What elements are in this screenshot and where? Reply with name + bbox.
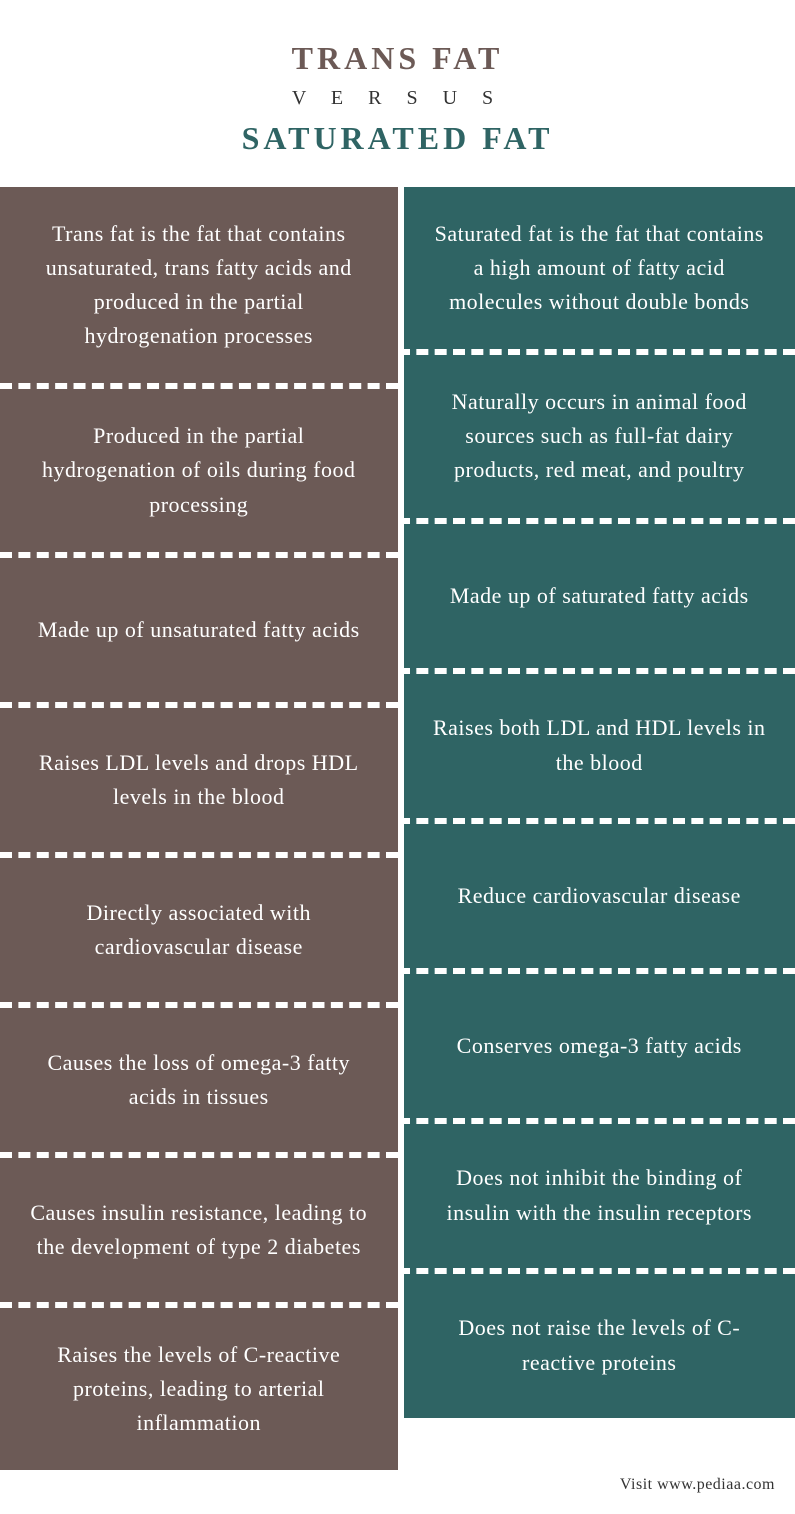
header: TRANS FAT V E R S U S SATURATED FAT: [0, 0, 795, 187]
saturated-fat-column: Saturated fat is the fat that contains a…: [398, 187, 795, 1470]
saturated-fat-cell: Naturally occurs in animal food sources …: [398, 349, 795, 517]
saturated-fat-cell: Conserves omega-3 fatty acids: [398, 968, 795, 1118]
title-trans-fat: TRANS FAT: [20, 40, 775, 77]
trans-fat-cell: Causes the loss of omega-3 fatty acids i…: [0, 1002, 398, 1152]
trans-fat-cell: Made up of unsaturated fatty acids: [0, 552, 398, 702]
trans-fat-cell: Raises the levels of C-reactive proteins…: [0, 1302, 398, 1470]
saturated-fat-cell: Saturated fat is the fat that contains a…: [398, 187, 795, 349]
title-saturated-fat: SATURATED FAT: [20, 120, 775, 157]
saturated-fat-cell: Reduce cardiovascular disease: [398, 818, 795, 968]
saturated-fat-cell: Made up of saturated fatty acids: [398, 518, 795, 668]
footer-credit: Visit www.pediaa.com: [0, 1470, 795, 1514]
trans-fat-column: Trans fat is the fat that contains unsat…: [0, 187, 398, 1470]
comparison-grid: Trans fat is the fat that contains unsat…: [0, 187, 795, 1470]
trans-fat-cell: Causes insulin resistance, leading to th…: [0, 1152, 398, 1302]
title-versus: V E R S U S: [20, 87, 775, 110]
saturated-fat-cell: Raises both LDL and HDL levels in the bl…: [398, 668, 795, 818]
trans-fat-cell: Trans fat is the fat that contains unsat…: [0, 187, 398, 383]
trans-fat-cell: Raises LDL levels and drops HDL levels i…: [0, 702, 398, 852]
saturated-fat-cell: Does not inhibit the binding of insulin …: [398, 1118, 795, 1268]
trans-fat-cell: Produced in the partial hydrogenation of…: [0, 383, 398, 551]
trans-fat-cell: Directly associated with cardiovascular …: [0, 852, 398, 1002]
saturated-fat-cell: Does not raise the levels of C-reactive …: [398, 1268, 795, 1418]
